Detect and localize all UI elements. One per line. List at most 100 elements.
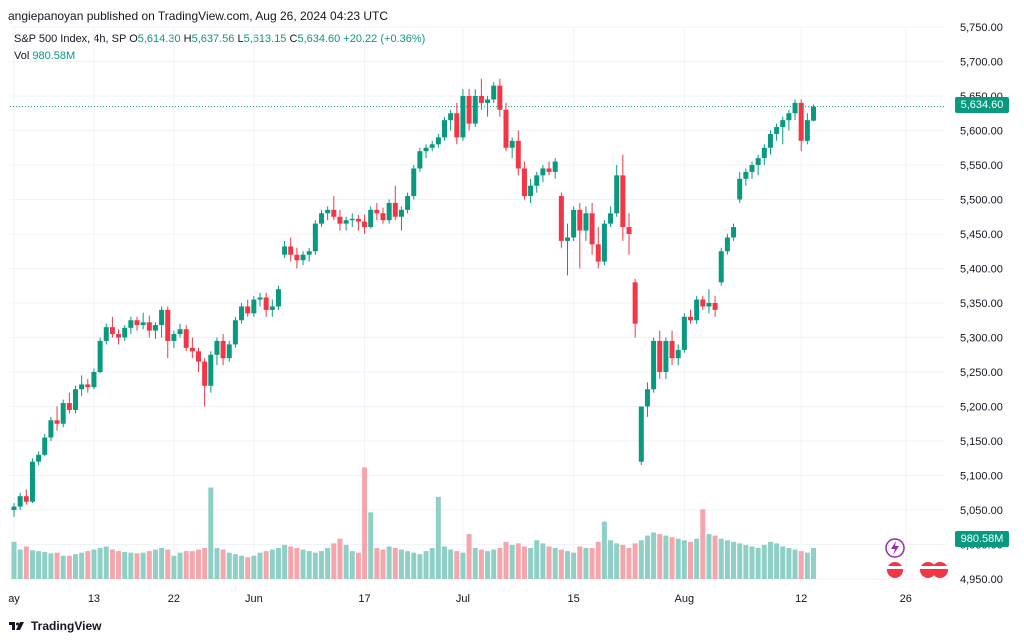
candle-body [116,334,122,338]
legend-open-label: O [129,33,138,45]
candle-body [134,320,140,326]
candle [595,227,601,269]
candle [466,89,472,131]
volume-legend: Vol 980.58M [14,50,75,62]
volume-bar [239,555,245,579]
candle [85,378,91,393]
volume-bar [54,552,60,579]
candle-body [435,137,441,145]
candle-body [694,299,700,321]
volume-bar [767,541,773,579]
volume-bar [755,548,761,579]
volume-bar [116,551,122,579]
candle [128,316,134,335]
candle-body [362,221,368,228]
candle [269,299,275,317]
candle [140,312,146,330]
legend-high: 5,637.56 [191,33,235,45]
volume-bar [503,541,509,579]
volume-bar [60,555,66,579]
candle [786,109,792,131]
candle [552,158,558,179]
volume-bar [565,551,570,579]
candle-body [79,384,85,390]
candle-body [608,213,614,224]
candle-body [571,209,577,238]
candle-body [792,102,798,114]
volume-bar [349,551,355,579]
candle [448,109,454,131]
candle-body [601,223,607,262]
volume-bar [11,541,17,579]
y-tick-label: 5,450.00 [960,229,1003,241]
volume-bar [48,553,54,579]
candle [11,503,17,517]
candle-body [263,297,269,310]
volume-bar [152,549,158,579]
candle [767,130,773,155]
candle [743,168,749,186]
volume-bar [706,534,712,579]
candle-body [712,303,718,310]
candle [669,330,675,366]
candle-body [275,289,281,307]
footer-brand[interactable]: TradingView [8,619,101,633]
x-tick-label: 15 [568,593,580,605]
legend-vol-label[interactable]: Vol [14,50,30,62]
candle-body [546,168,552,172]
candle-body [663,340,669,372]
candle [97,337,103,374]
candle [405,192,411,214]
candle [811,104,816,122]
candle-body [429,144,435,148]
candle-body [411,168,417,197]
volume-bar [269,549,275,579]
candle [688,309,693,324]
candle [681,313,687,353]
candle [546,161,552,176]
candle [724,234,730,255]
candle-body [405,196,411,210]
us-flag-stripe-3 [932,566,948,569]
volume-bar [331,543,337,579]
volume-bar [774,543,780,579]
candle [509,137,515,159]
candle-body [811,106,816,121]
candle-body [398,209,404,217]
candle-body [306,251,312,255]
candle [134,316,140,331]
candle [325,206,331,221]
candle [392,185,398,221]
volume-bar [780,546,786,579]
candle [577,202,583,269]
candle [73,385,78,414]
x-tick-label: ay [8,593,20,605]
candle-body [386,202,392,221]
volume-bar [288,546,294,579]
volume-bar [429,548,435,579]
candle [312,220,318,255]
candle [343,216,349,231]
candle-body [337,216,343,224]
volume-bar [632,543,638,579]
candle-body [220,340,226,359]
volume-bar [731,541,737,579]
candle [644,382,650,417]
volume-bar [448,549,454,579]
volume-bar [171,555,177,579]
volume-bar [325,548,331,579]
x-tick-label: 22 [168,593,180,605]
legend-symbol[interactable]: S&P 500 Index, 4h, SP [14,33,127,45]
volume-bar [355,552,361,579]
candle [632,278,638,338]
candle-body [97,340,103,372]
candle-body [122,327,128,338]
candle-body [632,282,638,324]
grid-lines [10,26,945,580]
volume-bar [694,538,700,579]
volume-bar [73,554,78,579]
y-tick-label: 5,250.00 [960,367,1003,379]
volume-bar [737,543,743,579]
candle-body [595,244,601,262]
